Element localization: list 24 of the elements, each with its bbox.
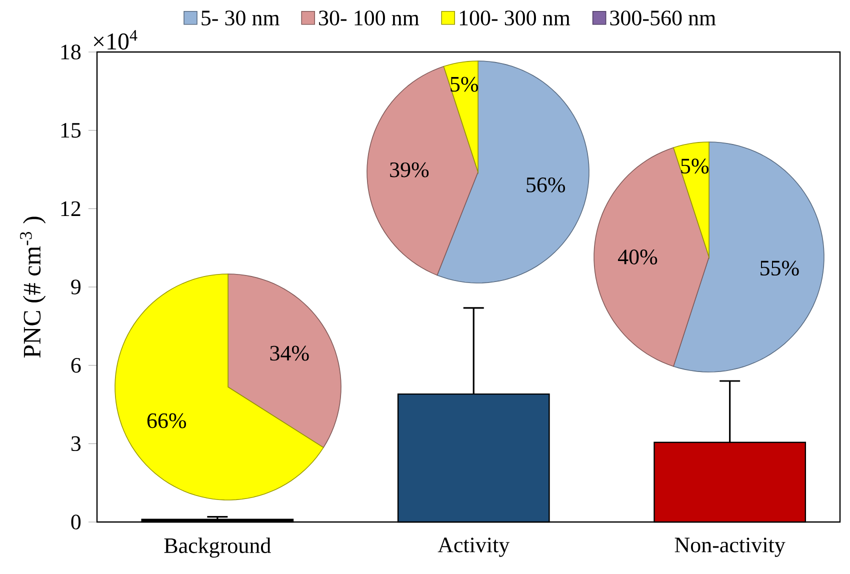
legend-label: 300-560 nm xyxy=(610,10,716,26)
y-tick-label: 6 xyxy=(71,358,81,373)
y-axis-title: PNC (# cm$^{-3}$ ) xyxy=(20,216,46,358)
data-label: 5% xyxy=(681,158,709,174)
y-tick-label: 3 xyxy=(71,436,81,452)
data-label: 56% xyxy=(526,177,566,192)
x-tick-label: Background xyxy=(164,538,271,558)
y-tick-label: 15 xyxy=(61,122,81,138)
data-label: 66% xyxy=(147,413,186,428)
y-tick-label: 0 xyxy=(71,514,81,530)
text: ×10$^{4}$ xyxy=(94,30,138,50)
data-label: 40% xyxy=(618,250,658,264)
legend-label: 100- 300 nm xyxy=(460,10,570,26)
y-tick-label: 12 xyxy=(61,201,80,216)
legend-label: 30- 100 nm xyxy=(319,10,420,26)
x-tick-label: Non-activity xyxy=(674,538,786,557)
data-label: 5% xyxy=(450,76,478,92)
data-label: 55% xyxy=(760,260,799,276)
data-label: 34% xyxy=(270,346,309,361)
y-tick-label: 9 xyxy=(71,280,80,294)
y-tick-label: 18 xyxy=(61,44,81,60)
data-label: 39% xyxy=(390,162,429,178)
x-tick-label: Activity xyxy=(438,538,510,557)
legend-label: 5- 30 nm xyxy=(202,10,280,26)
